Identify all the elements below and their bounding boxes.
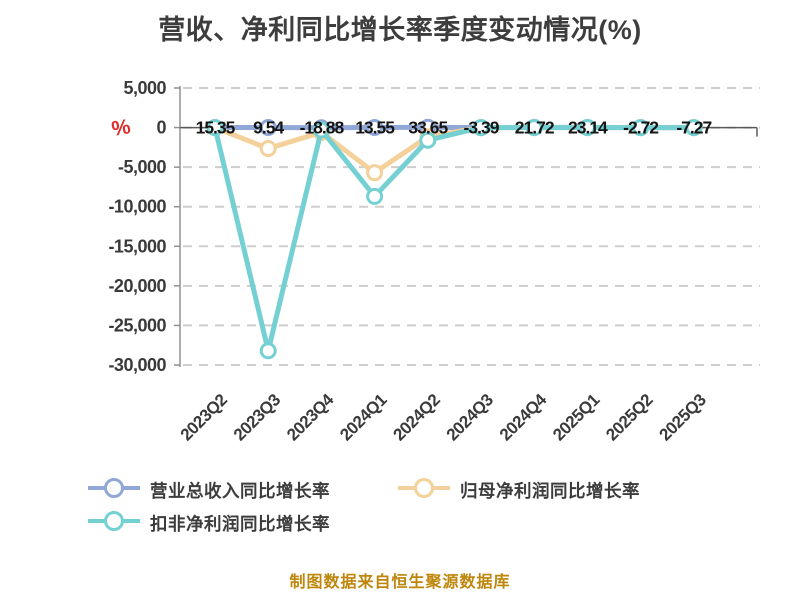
series-point-label: -18.88	[300, 118, 345, 138]
series-point	[259, 342, 277, 360]
x-tick-label: 2023Q2	[177, 390, 231, 444]
legend-marker-net-profit-icon	[398, 477, 450, 504]
series-point-label: -2.72	[623, 118, 659, 138]
legend-label-deducted-profit: 扣非净利润同比增长率	[150, 514, 330, 534]
x-tick-label: 2024Q1	[336, 390, 390, 444]
x-tick-label: 2024Q4	[496, 390, 551, 445]
series-point-label: 23.14	[568, 118, 608, 138]
y-tick-label: -25,000	[108, 315, 166, 335]
series-point	[366, 164, 384, 182]
x-tick-label: 2023Q4	[283, 390, 338, 445]
y-tick-label: -5,000	[118, 157, 167, 177]
series-point	[366, 118, 384, 136]
series-point-label: 33.65	[408, 118, 448, 138]
chart-title: 营收、净利同比增长率季度变动情况(%)	[158, 15, 642, 45]
legend-marker-deducted-profit-icon	[88, 510, 140, 537]
series-point	[206, 119, 224, 137]
series-point-label: 13.55	[355, 118, 395, 138]
series-point	[472, 119, 490, 137]
x-tick-label: 2025Q1	[549, 390, 603, 444]
series-point	[632, 119, 650, 137]
series-point	[419, 131, 437, 149]
legend-item-deducted-profit-growth[interactable]: 扣非净利润同比增长率	[88, 510, 330, 537]
y-tick-label: 0	[156, 118, 166, 138]
series-line-2	[212, 125, 697, 354]
legend-label-net-profit: 归母净利润同比增长率	[460, 481, 640, 501]
x-tick-label: 2024Q2	[390, 390, 444, 444]
series-point-label: 9.54	[253, 118, 284, 138]
x-tick-label: 2024Q3	[443, 390, 497, 444]
legend-item-revenue-growth[interactable]: 营业总收入同比增长率	[88, 477, 330, 504]
unit-percent-icon: %	[110, 115, 133, 141]
series-point	[685, 119, 703, 137]
y-tick-label: -30,000	[108, 355, 166, 375]
series-point	[312, 121, 330, 139]
data-source-note: 制图数据来自恒生聚源数据库	[289, 574, 511, 591]
legend-label-revenue: 营业总收入同比增长率	[150, 481, 330, 501]
legend-item-net-profit-growth[interactable]: 归母净利润同比增长率	[398, 477, 640, 504]
series-point	[578, 119, 596, 137]
legend-marker-revenue-icon	[88, 477, 140, 504]
x-tick-label: 2025Q2	[602, 390, 656, 444]
series-point-label: 21.72	[515, 118, 555, 138]
series-point	[366, 187, 384, 205]
series-point-label: 15.35	[196, 118, 236, 138]
x-tick-label: 2025Q3	[656, 390, 710, 444]
series-point-label: -3.39	[464, 118, 500, 138]
x-tick-label: 2023Q3	[230, 390, 284, 444]
y-tick-label: -10,000	[108, 197, 166, 217]
series-point	[259, 140, 277, 158]
y-tick-label: -15,000	[108, 236, 166, 256]
series-point	[525, 119, 543, 137]
y-tick-label: -20,000	[108, 276, 166, 296]
series-point	[259, 118, 277, 136]
series-point-label: -7.27	[676, 118, 711, 138]
y-tick-label: 5,000	[123, 78, 166, 98]
